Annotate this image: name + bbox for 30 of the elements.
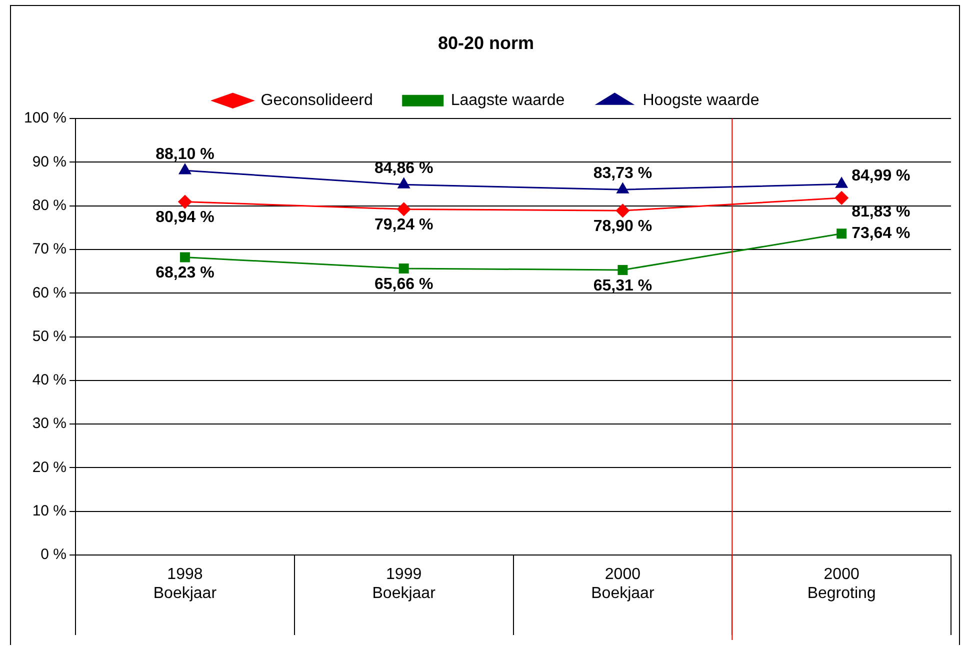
y-tick-label: 30 %	[32, 415, 67, 432]
x-tick-label: 2000 Boekjaar	[591, 566, 655, 602]
data-label: 88,10 %	[156, 146, 214, 163]
legend-label: Hoogste waarde	[642, 92, 760, 110]
data-label: 78,90 %	[593, 218, 652, 236]
y-tick-label: 40 %	[32, 372, 67, 389]
y-tick-label: 100 %	[24, 110, 67, 127]
x-tick-label: 1998 Boekjaar	[153, 566, 218, 602]
data-label: 80,94 %	[156, 209, 214, 226]
y-tick-label: 80 %	[32, 197, 67, 214]
x-tick-label: 2000 Begroting	[807, 566, 876, 602]
chart-title: 80-20 norm	[438, 32, 534, 53]
data-label: 79,24 %	[374, 216, 434, 234]
data-label: 84,99 %	[852, 168, 910, 185]
y-tick-label: 20 %	[32, 458, 67, 476]
data-label: 65,31 %	[593, 277, 652, 294]
legend-label: Laagste waarde	[450, 92, 565, 110]
data-label: 83,73 %	[593, 165, 652, 182]
y-tick-label: 70 %	[32, 240, 67, 258]
legend-label: Geconsolideerd	[260, 92, 373, 110]
y-tick-label: 60 %	[32, 284, 67, 302]
x-tick-label: 1999 Boekjaar	[372, 566, 436, 602]
data-label: 73,64 %	[852, 225, 910, 242]
y-tick-label: 10 %	[32, 502, 67, 520]
data-label: 84,86 %	[374, 160, 434, 178]
y-tick-label: 0 %	[40, 546, 67, 564]
data-label: 65,66 %	[374, 276, 434, 293]
data-label: 68,23 %	[156, 264, 214, 282]
y-tick-label: 50 %	[32, 328, 67, 345]
y-tick-label: 90 %	[32, 153, 67, 170]
